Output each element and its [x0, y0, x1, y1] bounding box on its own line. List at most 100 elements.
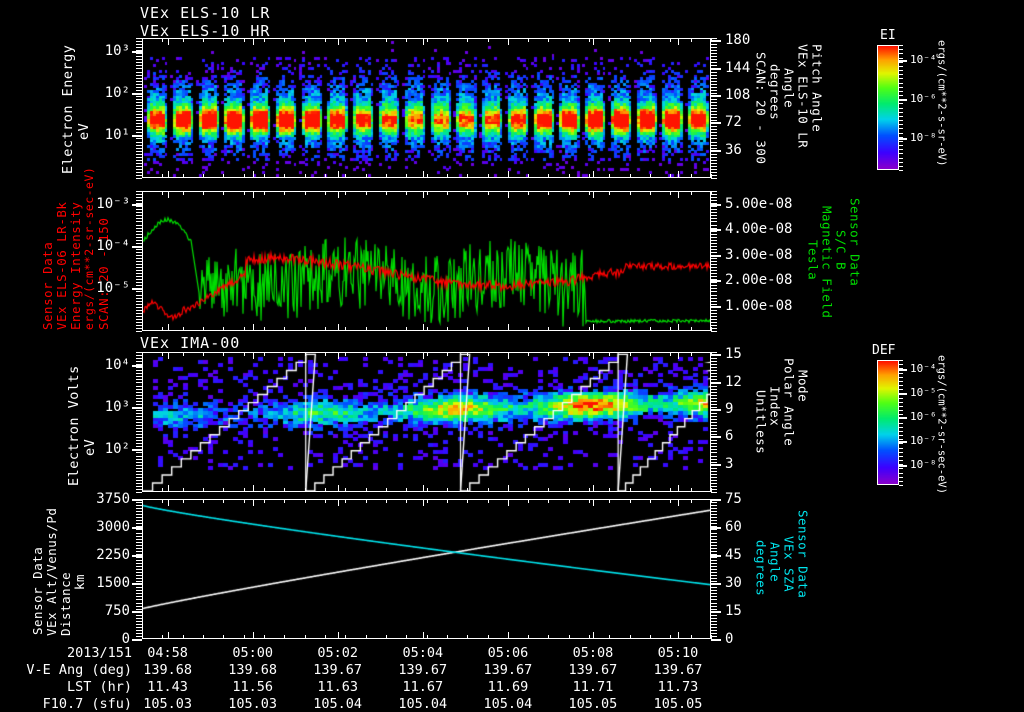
panel1-left-tick-label: 10³ [104, 43, 130, 60]
panel2-left-axis-title-2: VEx ELS-06 LR-Bk [54, 201, 69, 330]
panel3-title: VEx IMA-00 [140, 334, 241, 352]
panel1-right-tick-label: 36 [725, 141, 742, 158]
panel4-right-tick-label: 60 [725, 519, 742, 535]
panel4-left-tick-label: 1500 [96, 575, 130, 591]
panel3-right-axis-title-4: Unitless [753, 390, 769, 455]
panel1-colorbar-tick-label: 10⁻⁶ [910, 91, 937, 105]
panel3-colorbar-tick-label: 10⁻⁴ [910, 362, 937, 376]
panel2-plot-area [142, 191, 711, 331]
panel4-right-tick-label: 15 [725, 603, 742, 619]
panel1-right-axis-title-1: Pitch Angle [809, 44, 825, 133]
table-cell: 105.05 [568, 696, 618, 712]
panel4-left-tick-label: 2250 [96, 547, 130, 563]
panel1-right-axis-title-4: degrees [767, 64, 783, 121]
table-cell: 105.04 [398, 696, 448, 712]
panel1-spectrogram-canvas [143, 39, 710, 177]
panel4-right-tick-label: 30 [725, 575, 742, 591]
panel3-right-tick-label: 12 [725, 373, 742, 390]
table-cell: 105.03 [228, 696, 278, 712]
panel3-colorbar-tick-label: 10⁻⁷ [910, 434, 937, 448]
panel1-left-axis-title-1: Electron Energy [60, 44, 76, 174]
table-cell: 139.68 [228, 662, 278, 678]
panel2-left-tick-label: 10⁻⁴ [96, 238, 130, 255]
panel2-right-tick-label: 1.00e-08 [725, 297, 793, 314]
panel1-colorbar-title: EI [880, 28, 896, 43]
panel3-colorbar-title: DEF [872, 343, 896, 358]
table-cell: 11.63 [317, 679, 358, 695]
table-cell: 105.05 [653, 696, 703, 712]
panel1-colorbar [877, 45, 899, 170]
panel2-left-tick-label: 10⁻³ [96, 196, 130, 213]
panel2-right-tick-label: 4.00e-08 [725, 221, 793, 238]
panel1-title-line1: VEx ELS-10 LR [140, 4, 271, 22]
table-cell: 139.67 [313, 662, 363, 678]
table-cell: 139.68 [143, 662, 192, 678]
panel2-right-tick-label: 5.00e-08 [725, 195, 793, 212]
panel1-left-tick-label: 10¹ [104, 127, 130, 143]
table-cell: 11.73 [657, 679, 699, 695]
panel1-title-line2: VEx ELS-10 HR [140, 22, 271, 40]
panel3-right-axis-title-1: Mode [795, 370, 811, 403]
panel1-right-tick-label: 108 [725, 86, 751, 103]
panel1-colorbar-gradient [878, 46, 898, 169]
table-cell: 139.67 [483, 662, 533, 678]
panel2-right-axis-title-2: S/C B [833, 230, 849, 271]
panel3-colorbar-unit: ergs/(cm**2-sr-sec-eV) [935, 355, 948, 495]
table-cell: 11.43 [147, 679, 188, 695]
panel2-left-tick-label: 10⁻⁵ [96, 280, 130, 296]
panel1-right-tick-label: 72 [725, 114, 742, 131]
panel2-timeseries-canvas [143, 192, 710, 330]
table-cell: 11.69 [487, 679, 529, 695]
panel4-right-tick-label: 45 [725, 547, 742, 563]
panel1-colorbar-unit: ergs/(cm**2-s-sr-eV) [935, 40, 948, 167]
table-cell: 105.03 [143, 696, 192, 712]
table-cell: 105.04 [313, 696, 363, 712]
panel3-left-axis-title-1: Electron Volts [66, 365, 82, 486]
table-cell: 139.67 [568, 662, 618, 678]
panel3-right-axis-title-2: Polar Angle [781, 358, 797, 447]
panel1-right-axis-title-3: Angle [781, 68, 797, 109]
panel1-left-tick-label: 10² [104, 85, 130, 102]
panel1-colorbar-tick-label: 10⁻⁸ [910, 131, 937, 144]
panel2-right-axis-title-1: Sensor Data [847, 198, 863, 287]
panel2-right-axis-title-4: Tesla [805, 240, 821, 281]
table-cell: 139.67 [398, 662, 448, 678]
panel1-right-tick-label: 144 [725, 59, 751, 76]
table-row-label: F10.7 (sfu) [42, 696, 132, 712]
panel4-timeseries-canvas [143, 500, 710, 638]
table-cell: 11.71 [572, 679, 614, 695]
panel3-left-tick-label: 10³ [104, 399, 130, 416]
panel3-plot-area [142, 352, 711, 492]
table-cell: 139.67 [653, 662, 703, 678]
table-cell: 04:58 [147, 645, 188, 661]
table-cell: 05:08 [572, 645, 614, 661]
panel2-right-axis-title-3: Magnetic Field [819, 206, 835, 319]
panel4-left-tick-label: 3750 [96, 491, 130, 507]
table-row-label: 2013/151 [66, 645, 132, 661]
panel1-colorbar-tick-label: 10⁻⁴ [910, 52, 937, 66]
panel3-colorbar-tick-label: 10⁻⁵ [910, 386, 937, 400]
table-cell: 05:10 [657, 645, 699, 661]
panel4-left-tick-label: 750 [104, 603, 130, 619]
table-cell: 05:04 [402, 645, 444, 661]
panel2-left-axis-title-4: ergs/(cm**2-sr-sec-eV) [82, 166, 96, 330]
panel3-right-axis-title-3: Index [767, 386, 783, 427]
panel4-left-axis-title-1: Sensor Data [30, 546, 45, 635]
table-cell: 05:02 [317, 645, 358, 661]
panel3-right-tick-label: 3 [725, 455, 734, 472]
panel1-right-axis-title-2: VEx ELS-10 LR [795, 44, 811, 149]
panel4-right-tick-label: 75 [725, 491, 742, 507]
panel3-right-tick-label: 6 [725, 428, 734, 445]
panel3-left-tick-label: 10⁴ [104, 357, 130, 374]
panel1-plot-area [142, 38, 711, 178]
panel2-right-tick-label: 3.00e-08 [725, 246, 793, 263]
panel4-right-axis-title-3: Angle [767, 542, 783, 583]
panel1-right-axis-title-5: SCAN: 20 - 300 [753, 52, 769, 165]
table-cell: 11.67 [402, 679, 444, 695]
panel3-spectrogram-canvas [143, 353, 710, 491]
panel3-right-tick-label: 15 [725, 346, 742, 363]
table-row-label: V-E Ang (deg) [26, 662, 132, 678]
panel4-left-tick-label: 3000 [96, 519, 130, 535]
panel3-colorbar-tick-label: 10⁻⁶ [910, 410, 937, 424]
